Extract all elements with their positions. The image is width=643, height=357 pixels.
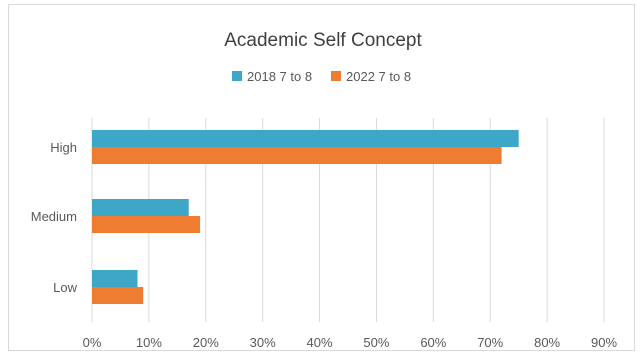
legend-label: 2018 7 to 8 <box>247 69 312 84</box>
x-tick-label: 10% <box>136 335 162 350</box>
bar-high-series-2 <box>92 147 502 164</box>
bars <box>92 130 519 304</box>
category-labels: High Medium Low <box>31 140 78 295</box>
chart-title: Academic Self Concept <box>224 30 422 51</box>
category-label: Medium <box>31 209 77 224</box>
x-tick-label: 60% <box>420 335 446 350</box>
chart-border <box>8 4 635 351</box>
category-label: Low <box>53 280 77 295</box>
x-tick-label: 50% <box>363 335 389 350</box>
x-tick-label: 90% <box>591 335 617 350</box>
legend: 2018 7 to 8 2022 7 to 8 <box>232 69 411 84</box>
bar-low-series-2 <box>92 287 144 304</box>
bar-low-series-1 <box>92 270 138 287</box>
x-tick-labels: 0% 10% 20% 30% 40% 50% 60% 70% 80% 90% <box>83 335 618 350</box>
legend-swatch <box>331 71 341 81</box>
bar-high-series-1 <box>92 130 519 147</box>
legend-swatch <box>232 71 242 81</box>
bar-medium-series-1 <box>92 199 189 216</box>
bar-medium-series-2 <box>92 216 201 233</box>
x-tick-label: 20% <box>193 335 219 350</box>
x-tick-label: 70% <box>477 335 503 350</box>
legend-label: 2022 7 to 8 <box>346 69 411 84</box>
x-tick-label: 40% <box>307 335 333 350</box>
x-tick-label: 30% <box>250 335 276 350</box>
x-tick-label: 0% <box>83 335 102 350</box>
category-label: High <box>50 140 77 155</box>
x-tick-label: 80% <box>534 335 560 350</box>
